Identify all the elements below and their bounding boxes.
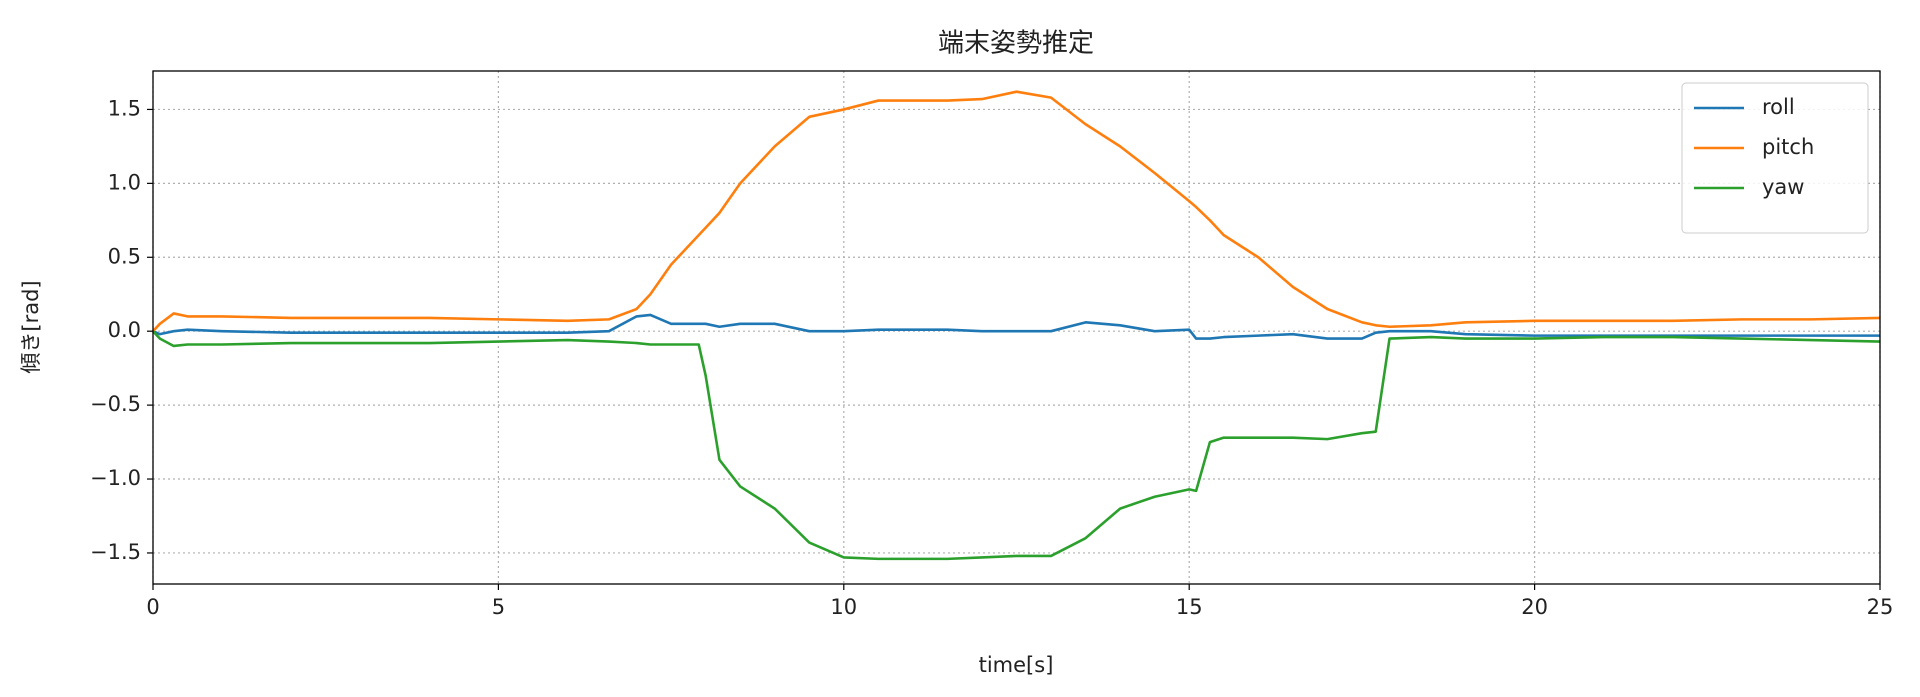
y-tick-label: 1.0 [108,170,141,194]
y-tick-label: −1.5 [90,540,141,564]
y-tick-label: −0.5 [90,392,141,416]
y-axis-label: 傾き[rad] [19,280,43,373]
legend-box [1681,82,1869,234]
x-tick-label: 15 [1176,595,1203,619]
x-tick-label: 20 [1521,595,1548,619]
line-series [152,313,1880,340]
plot-frame [152,70,1881,585]
y-tick-label: 1.5 [108,96,141,120]
line-series [152,330,1881,561]
legend-label: roll [1762,95,1795,119]
x-tick-label: 0 [146,595,159,619]
legend-label: pitch [1762,135,1814,159]
x-axis-label: time[s] [979,653,1054,677]
chart-title: 端末姿勢推定 [938,29,1094,59]
x-tick-label: 25 [1867,595,1894,619]
line-series [152,90,1881,333]
x-tick-label: 10 [830,595,857,619]
x-tick-label: 5 [492,595,505,619]
y-tick-label: 0.0 [108,318,141,342]
y-tick-label: −1.0 [90,466,141,490]
legend-label: yaw [1762,175,1804,199]
y-tick-label: 0.5 [108,244,141,268]
